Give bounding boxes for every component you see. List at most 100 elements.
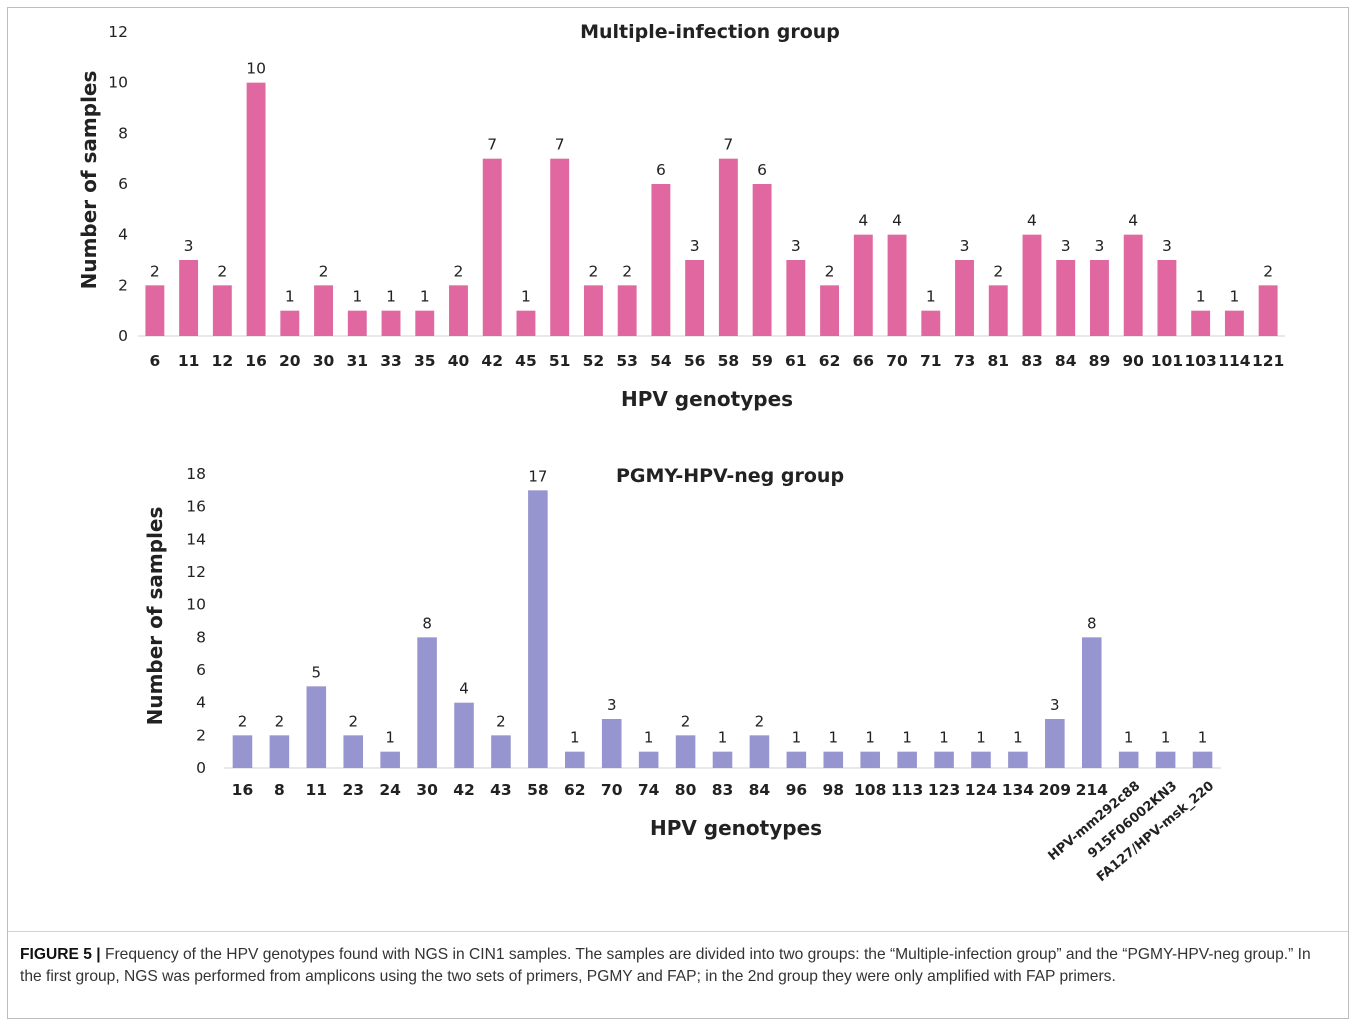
bar (280, 310, 300, 336)
x-tick-label: 66 (853, 352, 875, 370)
data-label: 4 (858, 212, 868, 230)
data-label: 1 (386, 288, 396, 306)
x-tick-label: 62 (564, 781, 586, 799)
x-tick-label: 30 (416, 781, 438, 799)
data-label: 1 (829, 729, 839, 747)
x-tick-label: 90 (1122, 352, 1144, 370)
x-tick-label: 70 (601, 781, 623, 799)
bar (675, 735, 696, 768)
x-tick-label: 59 (751, 352, 773, 370)
data-label: 1 (865, 729, 875, 747)
bar (246, 82, 266, 337)
bar (1022, 234, 1042, 336)
bar (232, 735, 253, 768)
data-label: 8 (1087, 614, 1097, 632)
x-tick-label: 83 (1021, 352, 1043, 370)
data-label: 1 (939, 729, 949, 747)
data-label: 2 (348, 712, 358, 730)
data-label: 2 (993, 262, 1003, 280)
data-label: 1 (285, 288, 295, 306)
x-tick-label: 12 (212, 352, 234, 370)
data-label: 3 (1162, 237, 1172, 255)
x-tick-label: 51 (549, 352, 571, 370)
bar (921, 310, 941, 336)
x-tick-label: 16 (245, 352, 267, 370)
pgmy-hpv-neg-chart: PGMY-HPV-neg group Number of samples HPV… (143, 465, 1221, 885)
data-label: 1 (1198, 729, 1208, 747)
data-label: 2 (1263, 262, 1273, 280)
data-label: 3 (607, 696, 617, 714)
x-tick-label: 113 (891, 781, 923, 799)
bar (860, 751, 880, 768)
data-label: 2 (238, 712, 248, 730)
bar (380, 751, 400, 768)
bar (1045, 719, 1065, 768)
data-label: 1 (352, 288, 362, 306)
x-tick-label: 58 (718, 352, 740, 370)
data-label: 3 (1061, 237, 1071, 255)
bar (1123, 234, 1143, 336)
bar (1157, 260, 1177, 336)
data-label: 1 (570, 729, 580, 747)
bar (718, 158, 738, 336)
data-label: 4 (892, 212, 902, 230)
bar (1224, 310, 1244, 336)
x-tick-label: 134 (1002, 781, 1035, 799)
x-tick-label: 114 (1218, 352, 1251, 370)
data-label: 1 (792, 729, 802, 747)
x-tick-label: 52 (583, 352, 605, 370)
bar (617, 285, 637, 336)
y-tick-label: 6 (196, 661, 206, 679)
x-tick-label: 58 (527, 781, 549, 799)
bar (823, 751, 844, 768)
x-tick-label: 71 (920, 352, 942, 370)
bar (934, 751, 954, 768)
data-label: 1 (1196, 288, 1206, 306)
bar (145, 285, 165, 336)
multiple-infection-chart: Multiple-infection group Number of sampl… (77, 21, 1285, 411)
data-label: 1 (1124, 729, 1134, 747)
data-label: 7 (723, 136, 733, 154)
data-label: 2 (622, 262, 632, 280)
bar (417, 637, 437, 768)
y-tick-label: 18 (186, 465, 206, 483)
data-label: 1 (1161, 729, 1171, 747)
bar (1056, 260, 1076, 336)
y-tick-label: 16 (186, 498, 206, 516)
x-tick-label: 80 (675, 781, 697, 799)
data-label: 2 (681, 712, 691, 730)
data-label: 3 (791, 237, 801, 255)
bar (1090, 260, 1109, 336)
data-label: 17 (528, 467, 547, 485)
bar (347, 310, 367, 336)
data-label: 5 (312, 663, 322, 681)
x-tick-label: 103 (1184, 352, 1216, 370)
y-tick-label: 0 (118, 327, 128, 345)
y-tick-label: 0 (196, 759, 206, 777)
x-tick-label: 214 (1076, 781, 1109, 799)
bar (786, 260, 806, 336)
x-tick-label: 61 (785, 352, 807, 370)
x-tick-label: 84 (1055, 352, 1077, 370)
data-label: 3 (960, 237, 970, 255)
y-tick-label: 8 (196, 628, 206, 646)
bar (212, 285, 232, 336)
x-axis-label: HPV genotypes (650, 816, 822, 840)
x-tick-label: 73 (954, 352, 976, 370)
data-label: 6 (656, 161, 666, 179)
caption-text: Frequency of the HPV genotypes found wit… (20, 946, 1311, 985)
x-tick-label: 20 (279, 352, 301, 370)
data-label: 3 (184, 237, 194, 255)
y-tick-label: 14 (186, 530, 206, 548)
bar (853, 234, 873, 336)
figure-label: FIGURE 5 | (20, 946, 101, 963)
bar (638, 751, 659, 768)
y-tick-label: 2 (118, 276, 128, 294)
bar (314, 285, 333, 336)
x-tick-label: 6 (149, 352, 160, 370)
bar (1118, 751, 1139, 768)
y-tick-label: 4 (196, 694, 206, 712)
bar (1081, 637, 1102, 768)
bar (1155, 751, 1176, 768)
x-tick-label: 53 (616, 352, 638, 370)
